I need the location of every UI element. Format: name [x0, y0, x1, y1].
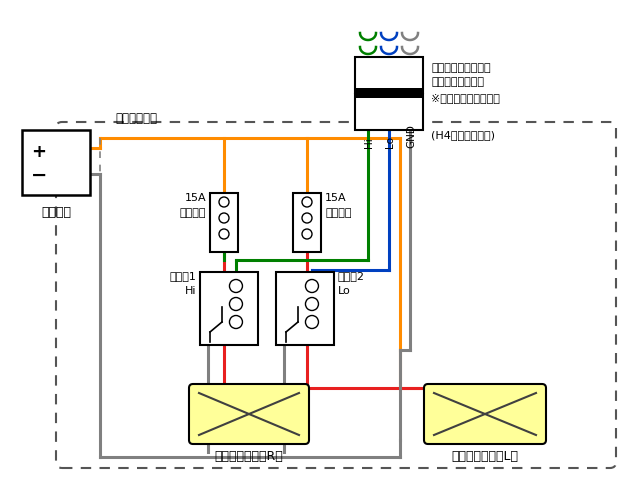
Ellipse shape [230, 279, 243, 292]
Text: リレー2: リレー2 [338, 271, 365, 281]
Text: Hi: Hi [364, 137, 374, 148]
Text: +: + [31, 143, 46, 161]
Text: 15A: 15A [325, 193, 347, 203]
Bar [200, 272, 258, 345]
Bar [355, 88, 423, 98]
FancyBboxPatch shape [189, 384, 309, 444]
Text: ※左側は使用しない。: ※左側は使用しない。 [431, 93, 500, 103]
Ellipse shape [230, 315, 243, 328]
Ellipse shape [305, 298, 319, 311]
Ellipse shape [302, 197, 312, 207]
Text: (H4オスコネクタ): (H4オスコネクタ) [431, 130, 495, 140]
Text: バッテリ: バッテリ [41, 206, 71, 219]
Bar [210, 193, 238, 252]
Text: ヒューズ: ヒューズ [325, 208, 351, 218]
Text: 新規製作部分: 新規製作部分 [115, 111, 157, 124]
Ellipse shape [305, 315, 319, 328]
Ellipse shape [302, 229, 312, 239]
Text: ヘッドライト（L）: ヘッドライト（L） [451, 449, 518, 463]
Text: −: − [31, 166, 47, 184]
Text: Lo: Lo [385, 136, 395, 148]
Bar [22, 130, 90, 195]
Ellipse shape [219, 213, 229, 223]
Text: ヒューズ: ヒューズ [179, 208, 206, 218]
Ellipse shape [219, 229, 229, 239]
Bar [293, 193, 321, 252]
Text: Lo: Lo [338, 286, 351, 296]
Ellipse shape [302, 213, 312, 223]
Text: 車両側ヘッドライト: 車両側ヘッドライト [431, 63, 491, 73]
Ellipse shape [219, 197, 229, 207]
Text: 15A: 15A [184, 193, 206, 203]
Text: GND: GND [406, 124, 416, 148]
FancyBboxPatch shape [424, 384, 546, 444]
Ellipse shape [305, 279, 319, 292]
Bar [276, 272, 334, 345]
Text: ヘッドライト（R）: ヘッドライト（R） [214, 449, 284, 463]
Ellipse shape [230, 298, 243, 311]
Bar [355, 57, 423, 93]
Bar [355, 94, 423, 130]
Text: Hi: Hi [184, 286, 196, 296]
Text: コネクタ（右側）: コネクタ（右側） [431, 77, 484, 87]
Text: リレー1: リレー1 [169, 271, 196, 281]
